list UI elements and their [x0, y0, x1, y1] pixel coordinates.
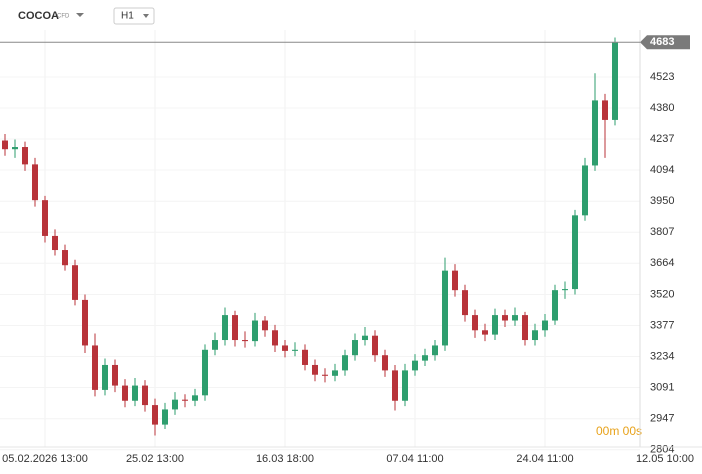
candle-body [32, 164, 38, 201]
y-tick-label: 4237 [650, 133, 674, 145]
candle-body [182, 399, 188, 401]
candle-body [252, 320, 258, 342]
timeframe[interactable]: H1 [121, 11, 134, 22]
candle-body [192, 395, 198, 401]
candle-body [152, 405, 158, 425]
y-tick-label: 4380 [650, 102, 674, 114]
candle-body [302, 349, 308, 365]
candle-body [582, 165, 588, 216]
candle-body [412, 360, 418, 371]
candle-body [532, 330, 538, 341]
y-tick-label: 3091 [650, 381, 674, 393]
y-tick-label: 3807 [650, 226, 674, 238]
candle-body [432, 345, 438, 356]
candle-body [482, 330, 488, 335]
candle-body [512, 315, 518, 321]
candle-body [542, 320, 548, 331]
y-tick-label: 4094 [650, 164, 674, 176]
y-tick-label: 3950 [650, 195, 674, 207]
candle-body [342, 355, 348, 371]
candle-body [382, 355, 388, 371]
candle-body [22, 147, 28, 165]
candle-body [592, 100, 598, 166]
candle-body [232, 315, 238, 341]
candle-body [362, 335, 368, 341]
x-tick-label: 07.04 11:00 [386, 453, 443, 465]
candle-body [102, 364, 108, 390]
symbol-type: CFD [57, 14, 70, 20]
candle-body [562, 289, 568, 291]
candle-body [522, 315, 528, 341]
x-tick-label: 12.05 10:00 [636, 453, 694, 465]
candle-body [162, 409, 168, 425]
y-tick-label: 3377 [650, 319, 674, 331]
candle-body [492, 315, 498, 335]
candle-body [42, 200, 48, 236]
candle-body [372, 335, 378, 356]
x-tick-label: 25.02 13:00 [126, 453, 184, 465]
candle-body [392, 370, 398, 401]
candle-body [502, 315, 508, 321]
candle-body [602, 100, 608, 120]
last-price-label: 4683 [650, 36, 674, 48]
last-price-tag [640, 35, 690, 50]
candle-body [82, 299, 88, 346]
candle-body [122, 385, 128, 401]
candle-body [2, 140, 8, 150]
x-tick-label: 24.04 11:00 [516, 453, 573, 465]
candle-body [242, 340, 248, 342]
timer: 00m 00s [596, 424, 642, 438]
dropdown-arrow[interactable] [143, 14, 149, 18]
candle-body [202, 349, 208, 396]
candle-body [172, 399, 178, 410]
symbol[interactable]: COCOA [18, 10, 59, 22]
candle-body [552, 290, 558, 321]
candle-body [422, 355, 428, 361]
y-tick-label: 4523 [650, 71, 674, 83]
y-tick-label: 3234 [650, 350, 674, 362]
candle-body [62, 250, 68, 266]
candle-body [52, 235, 58, 251]
y-tick-label: 3520 [650, 288, 674, 300]
y-tick-label: 2804 [650, 444, 674, 456]
candle-body [462, 290, 468, 316]
candle-body [352, 340, 358, 356]
candle-body [142, 385, 148, 406]
candle-body [472, 315, 478, 331]
y-tick-label: 2947 [650, 413, 674, 425]
candle-body [402, 370, 408, 401]
candle-body [72, 265, 78, 300]
candle-body [262, 320, 268, 331]
candle-body [312, 364, 318, 375]
candle-body [132, 385, 138, 401]
candle-body [452, 270, 458, 291]
candle-body [212, 340, 218, 350]
dropdown-arrow[interactable] [76, 13, 84, 17]
x-tick-label: 05.02.2026 13:00 [2, 453, 88, 465]
candle-body [282, 345, 288, 351]
candle-body [612, 42, 618, 120]
candle-body [112, 364, 118, 386]
timeframe-box[interactable] [113, 7, 155, 25]
candle-body [92, 345, 98, 390]
x-tick-label: 16.03 18:00 [256, 453, 314, 465]
candle-body [12, 147, 18, 150]
candle-body [272, 330, 278, 346]
candle-body [292, 349, 298, 351]
y-tick-label: 3664 [650, 257, 674, 269]
candle-body [322, 374, 328, 376]
candle-body [442, 270, 448, 346]
candle-body [572, 215, 578, 290]
candle-body [222, 315, 228, 341]
candle-body [332, 370, 338, 376]
